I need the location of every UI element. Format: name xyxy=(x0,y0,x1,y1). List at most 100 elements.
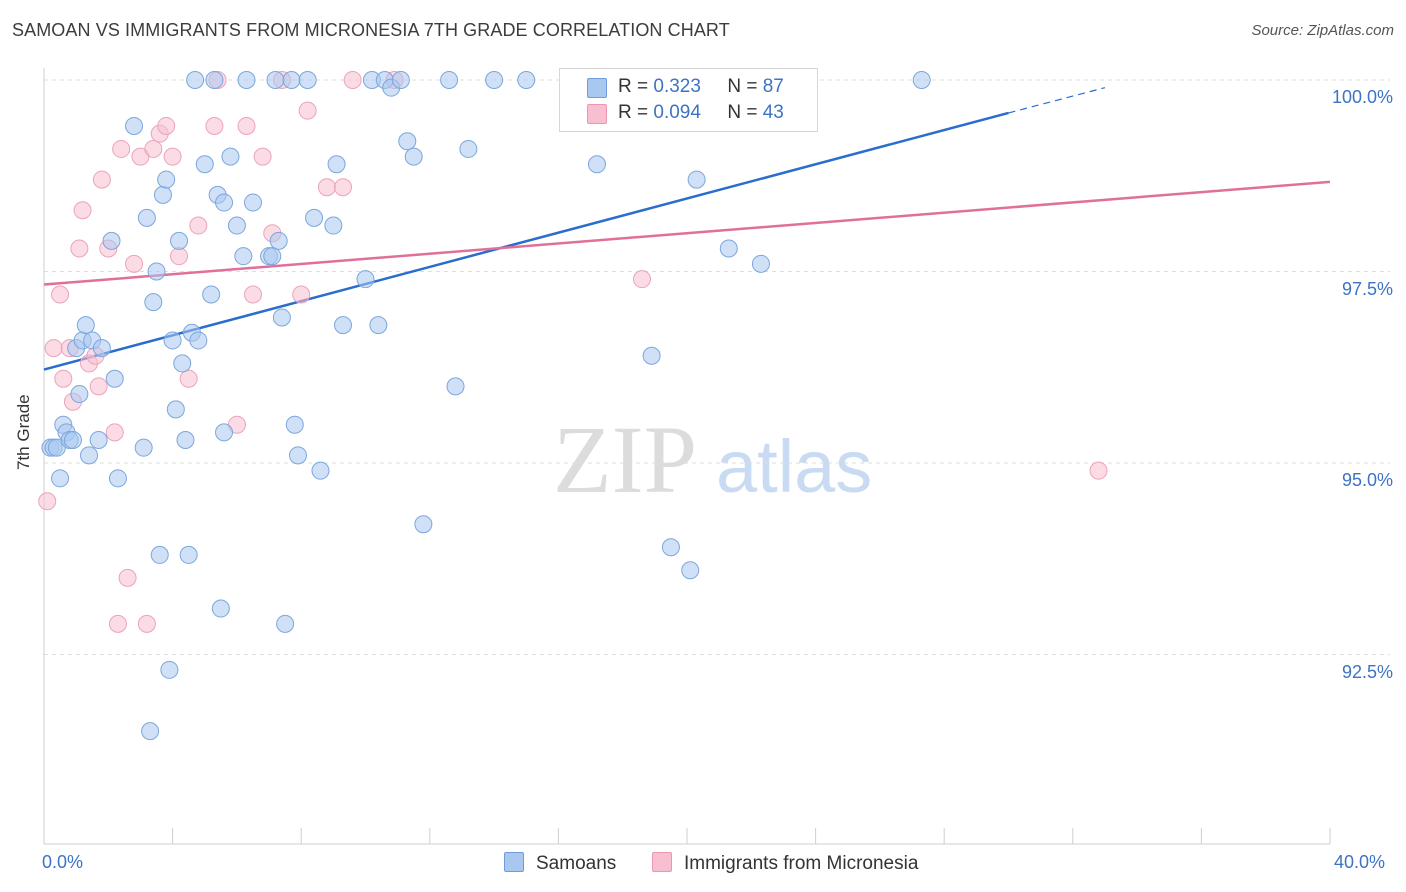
samoans-point xyxy=(298,71,317,89)
samoans-point xyxy=(125,116,144,135)
micronesia-n-value: 43 xyxy=(762,102,784,123)
samoans-point xyxy=(166,400,185,419)
samoans-point xyxy=(369,316,388,335)
samoans-point xyxy=(215,193,234,212)
micronesia-point xyxy=(54,369,73,388)
micronesia-point xyxy=(73,201,92,220)
micronesia-legend-swatch xyxy=(652,852,672,872)
samoans-point xyxy=(305,208,324,227)
samoans-point xyxy=(285,415,304,434)
correlation-legend: R = 0.323 N = 87 R = 0.094 N = 43 xyxy=(559,68,818,132)
y-axis-label: 7th Grade xyxy=(14,394,33,470)
samoans-point xyxy=(221,147,240,166)
samoans-point xyxy=(324,216,343,235)
micronesia-point xyxy=(163,147,182,166)
samoans-point xyxy=(288,446,307,465)
samoans-point xyxy=(459,139,478,158)
micronesia-trend-solid xyxy=(43,180,1331,286)
samoans-point xyxy=(333,316,352,335)
x-tick-label-min: 0.0% xyxy=(42,852,84,872)
samoans-point xyxy=(266,71,285,89)
samoans-point xyxy=(269,231,288,250)
micronesia-point xyxy=(112,139,131,158)
micronesia-point xyxy=(105,423,124,442)
micronesia-point xyxy=(70,239,89,258)
samoans-point xyxy=(189,331,208,350)
micronesia-point xyxy=(125,254,144,273)
samoans-point xyxy=(63,431,82,450)
micronesia-swatch xyxy=(587,104,607,124)
samoans-point xyxy=(485,71,504,89)
samoans-point xyxy=(108,469,127,488)
micronesia-point xyxy=(170,247,189,266)
micronesia-point xyxy=(1089,461,1108,480)
micronesia-point xyxy=(157,116,176,135)
samoans-point xyxy=(276,614,295,633)
samoans-point xyxy=(186,71,205,89)
samoans-point xyxy=(211,599,230,618)
samoans-point xyxy=(398,132,417,151)
series-legend-micronesia[interactable]: Immigrants from Micronesia xyxy=(652,852,918,875)
micronesia-point xyxy=(137,614,156,633)
source-credit: Source: ZipAtlas.com xyxy=(1251,22,1394,39)
micronesia-trendline xyxy=(43,180,1331,286)
micronesia-r-label: R = xyxy=(618,102,649,123)
micronesia-point xyxy=(144,139,163,158)
axes xyxy=(43,68,1331,845)
samoans-trend-solid xyxy=(43,111,1009,371)
samoans-point xyxy=(105,369,124,388)
samoans-point xyxy=(311,461,330,480)
samoans-point xyxy=(719,239,738,258)
samoans-point xyxy=(179,545,198,564)
samoans-point xyxy=(80,446,99,465)
samoans-point xyxy=(661,538,680,557)
samoans-point xyxy=(272,308,291,327)
samoans-point xyxy=(227,216,246,235)
samoans-swatch xyxy=(587,78,607,98)
samoans-point xyxy=(153,185,172,204)
micronesia-point xyxy=(44,339,63,358)
micronesia-point xyxy=(237,116,256,135)
samoans-point xyxy=(195,155,214,174)
micronesia-point xyxy=(38,492,57,511)
samoans-point xyxy=(404,147,423,166)
samoans-point xyxy=(147,262,166,281)
samoans-point xyxy=(215,423,234,442)
samoans-point xyxy=(446,377,465,396)
x-tick-label-max: 40.0% xyxy=(1334,852,1386,872)
samoans-legend-label: Samoans xyxy=(536,853,617,874)
samoans-point xyxy=(141,722,160,741)
samoans-trend-extension xyxy=(1008,87,1106,114)
watermark: ZIP atlas xyxy=(553,406,872,513)
samoans-point xyxy=(234,247,253,266)
samoans-point xyxy=(440,71,459,89)
micronesia-point xyxy=(632,270,651,289)
samoans-point xyxy=(263,247,282,266)
samoans-point xyxy=(137,208,156,227)
samoans-point xyxy=(51,469,70,488)
micronesia-n-label: N = xyxy=(727,102,758,123)
samoans-point xyxy=(517,71,536,89)
samoans-point xyxy=(912,71,931,89)
micronesia-point xyxy=(343,71,362,89)
samoans-point xyxy=(150,545,169,564)
y-tick-label: 95.0% xyxy=(1341,470,1393,490)
y-tick-label: 92.5% xyxy=(1341,661,1393,682)
samoans-point xyxy=(157,170,176,189)
samoans-point xyxy=(160,660,179,679)
samoans-point xyxy=(237,71,256,89)
series-legend-samoans[interactable]: Samoans xyxy=(504,852,616,875)
chart-title: SAMOAN VS IMMIGRANTS FROM MICRONESIA 7TH… xyxy=(12,20,730,40)
samoans-point xyxy=(243,193,262,212)
samoans-n-label: N = xyxy=(727,76,758,97)
micronesia-point xyxy=(243,285,262,304)
samoans-point xyxy=(391,71,410,89)
samoans-point xyxy=(134,438,153,457)
samoans-legend-swatch xyxy=(504,852,524,872)
micronesia-r-value: 0.094 xyxy=(653,102,701,123)
micronesia-legend-label: Immigrants from Micronesia xyxy=(684,853,919,874)
samoans-point xyxy=(681,561,700,580)
samoans-r-value: 0.323 xyxy=(653,76,701,97)
samoans-n-value: 87 xyxy=(762,76,784,97)
